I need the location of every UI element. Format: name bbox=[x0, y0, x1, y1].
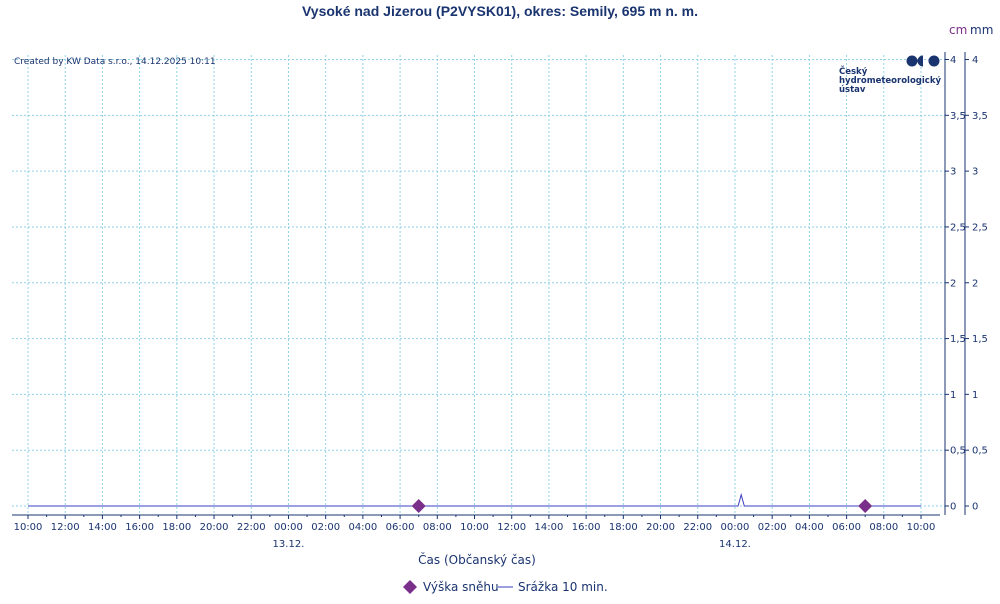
x-tick-label: 08:00 bbox=[423, 522, 452, 533]
logo-dot-1 bbox=[906, 55, 918, 67]
x-tick-label: 12:00 bbox=[497, 522, 526, 533]
x-tick-label: 10:00 bbox=[460, 522, 489, 533]
x-tick-label: 22:00 bbox=[683, 522, 712, 533]
x-tick-label: 06:00 bbox=[832, 522, 861, 533]
y-tick-label-left: 1,5 bbox=[950, 334, 966, 345]
x-tick-label: 10:00 bbox=[907, 522, 936, 533]
y-tick-label-left: 2 bbox=[950, 278, 956, 289]
y-tick-label-right: 4 bbox=[972, 55, 978, 66]
x-tick-label: 14:00 bbox=[535, 522, 564, 533]
date-label: 14.12. bbox=[719, 539, 751, 550]
x-tick-label: 16:00 bbox=[125, 522, 154, 533]
chmi-logo: Český hydrometeorologický ústav bbox=[839, 55, 941, 95]
grid bbox=[12, 55, 945, 515]
x-tick-label: 14:00 bbox=[88, 522, 117, 533]
date-label: 13.12. bbox=[273, 539, 305, 550]
y-tick-label-right: 2,5 bbox=[972, 222, 988, 233]
unit-left-label: cm bbox=[949, 23, 967, 37]
logo-line-2: hydrometeorologický bbox=[839, 76, 941, 86]
x-tick-label: 22:00 bbox=[237, 522, 266, 533]
snow-depth-point bbox=[858, 499, 873, 513]
x-tick-label: 00:00 bbox=[274, 522, 303, 533]
y-tick-label-left: 3,5 bbox=[950, 111, 966, 122]
x-axis-label: Čas (Občanský čas) bbox=[418, 552, 536, 567]
y-tick-label-right: 2 bbox=[972, 278, 978, 289]
x-tick-label: 00:00 bbox=[721, 522, 750, 533]
y-tick-label-right: 3 bbox=[972, 167, 978, 178]
x-tick-label: 04:00 bbox=[795, 522, 824, 533]
y-tick-label-left: 1 bbox=[950, 390, 956, 401]
y-tick-label-right: 3,5 bbox=[972, 111, 988, 122]
x-tick-label: 08:00 bbox=[869, 522, 898, 533]
y-tick-label-right: 1,5 bbox=[972, 334, 988, 345]
y-tick-label-left: 2,5 bbox=[950, 222, 966, 233]
x-tick-label: 18:00 bbox=[162, 522, 191, 533]
series-layer bbox=[28, 492, 921, 513]
x-tick-label: 02:00 bbox=[758, 522, 787, 533]
y-tick-label-left: 0 bbox=[950, 502, 956, 513]
series-line-precipitation bbox=[28, 492, 921, 507]
y-tick-label-right: 1 bbox=[972, 390, 978, 401]
x-tick-label: 06:00 bbox=[386, 522, 415, 533]
x-ticks: 10:00 12:00 14:00 16:00 18:00 20:00 22:00 00:00… bbox=[14, 515, 936, 550]
x-tick-label: 10:00 bbox=[14, 522, 43, 533]
x-tick-label: 02:00 bbox=[311, 522, 340, 533]
legend-diamond-icon bbox=[403, 580, 417, 594]
y-tick-label-left: 3 bbox=[950, 167, 956, 178]
y-tick-label-right: 0 bbox=[972, 502, 978, 513]
y-tick-label-left: 4 bbox=[950, 55, 956, 66]
legend-label-precip: Srážka 10 min. bbox=[518, 580, 608, 594]
y-ticks: 0 0 0,5 0,5 1 1 1,5 1,5 2 2 2,5 2,5 3 3 3,5 3,5 4 4 bbox=[945, 55, 988, 513]
plot-area: 10:00 12:00 14:00 16:00 18:00 20:00 22:00 00:00… bbox=[12, 52, 988, 550]
x-tick-label: 12:00 bbox=[51, 522, 80, 533]
logo-line-1: Český bbox=[839, 65, 868, 77]
x-tick-label: 20:00 bbox=[200, 522, 229, 533]
logo-line-3: ústav bbox=[839, 85, 866, 95]
logo-half-circle bbox=[917, 55, 923, 67]
logo-dot-2 bbox=[928, 55, 940, 67]
legend: Výška sněhu Srážka 10 min. bbox=[403, 580, 608, 594]
x-tick-label: 04:00 bbox=[348, 522, 377, 533]
y-tick-label-right: 0,5 bbox=[972, 446, 988, 457]
credit-text: Created by KW Data s.r.o., 14.12.2025 10… bbox=[14, 57, 216, 67]
unit-right-label: mm bbox=[970, 23, 993, 37]
chart-title: Vysoké nad Jizerou (P2VYSK01), okres: Se… bbox=[302, 3, 698, 19]
x-tick-label: 18:00 bbox=[609, 522, 638, 533]
x-tick-label: 16:00 bbox=[572, 522, 601, 533]
snow-depth-point bbox=[411, 499, 426, 513]
x-tick-label: 20:00 bbox=[646, 522, 675, 533]
legend-label-snow: Výška sněhu bbox=[423, 580, 499, 594]
y-tick-label-left: 0,5 bbox=[950, 446, 966, 457]
